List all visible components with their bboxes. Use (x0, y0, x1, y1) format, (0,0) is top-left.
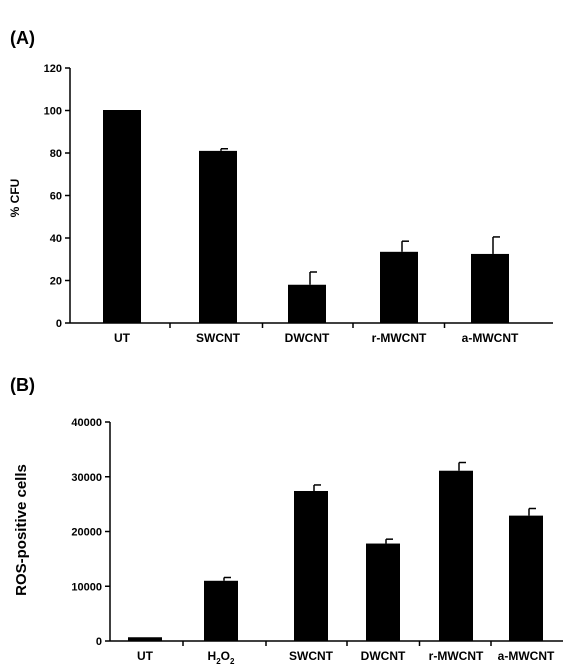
panel-a-y-tick-label: 40 (50, 233, 62, 245)
panel-a-bars (103, 110, 509, 323)
panel-a-bar-r-mwcnt (380, 251, 418, 323)
panel-a-bar-a-mwcnt (471, 253, 509, 323)
panel-a-x-tick-label: r-MWCNT (372, 331, 427, 345)
panel-b-bars (128, 470, 543, 641)
panel-a-y-tick-label: 0 (56, 318, 62, 330)
panel-b-x-tick-label: UT (137, 649, 154, 663)
panel-b: (B) ROS-positive cells 0 10000 20000 30000 4… (10, 375, 563, 666)
panel-a-y-tick-label: 100 (44, 106, 62, 118)
panel-b-bar-ut (128, 637, 162, 641)
panel-a-x-tick-label: a-MWCNT (462, 331, 519, 345)
panel-b-x-ticks: UT H2O2 SWCNT DWCNT r-MWCNT a-MWCNT (137, 641, 555, 666)
panel-a-y-tick-label: 60 (50, 191, 62, 203)
panel-a-y-ticks: 0 20 40 60 80 100 120 (44, 63, 70, 330)
panel-a-y-tick-label: 120 (44, 63, 62, 75)
panel-b-x-tick-label: r-MWCNT (429, 649, 484, 663)
panel-a-y-axis-label: % CFU (8, 179, 22, 218)
panel-b-bar-a-mwcnt (509, 515, 543, 641)
panel-a-x-tick-label: DWCNT (285, 331, 330, 345)
panel-b-y-tick-label: 0 (96, 636, 102, 648)
panel-b-y-tick-label: 10000 (71, 581, 102, 593)
panel-b-x-tick-label: SWCNT (289, 649, 334, 663)
panel-a-bar-dwcnt (288, 284, 326, 323)
panel-b-bar-dwcnt (366, 543, 400, 641)
panel-b-label: (B) (10, 375, 35, 395)
panel-b-bar-swcnt (294, 490, 328, 641)
panel-b-x-tick-label: DWCNT (361, 649, 406, 663)
panel-a-y-tick-label: 80 (50, 148, 62, 160)
panel-a: (A) % CFU 0 20 40 60 80 100 120 UT SWCNT DWCNT r-… (8, 28, 553, 345)
panel-a-x-tick-label: SWCNT (196, 331, 241, 345)
panel-b-bar-r-mwcnt (439, 470, 473, 641)
panel-a-bar-swcnt (199, 150, 237, 323)
panel-b-error-bars (128, 461, 536, 639)
panel-b-y-tick-label: 40000 (71, 417, 102, 429)
panel-a-y-tick-label: 20 (50, 276, 62, 288)
panel-b-x-tick-label: H2O2 (208, 649, 235, 666)
panel-b-y-axis-label: ROS-positive cells (13, 464, 30, 596)
panel-a-error-bars (103, 110, 500, 285)
panel-b-bar-h2o2 (204, 580, 238, 641)
panel-b-y-tick-label: 20000 (71, 527, 102, 539)
panel-a-bar-ut (103, 110, 141, 323)
panel-b-y-ticks: 0 10000 20000 30000 40000 (71, 417, 110, 648)
panel-a-x-tick-label: UT (114, 331, 131, 345)
panel-a-x-ticks: UT SWCNT DWCNT r-MWCNT a-MWCNT (114, 323, 519, 345)
panel-a-label: (A) (10, 28, 35, 48)
panel-b-y-tick-label: 30000 (71, 472, 102, 484)
panel-b-x-tick-label: a-MWCNT (498, 649, 555, 663)
